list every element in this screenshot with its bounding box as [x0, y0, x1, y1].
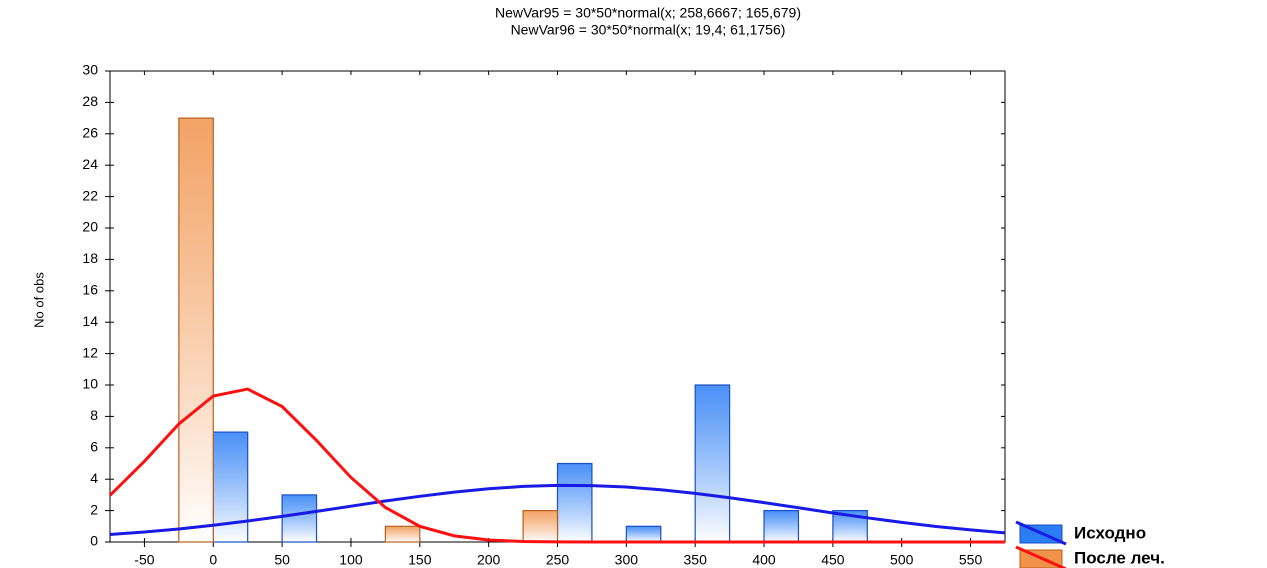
x-tick-label: 100 — [339, 552, 363, 568]
x-tick-label: 450 — [821, 552, 845, 568]
fit-curve — [108, 387, 1005, 544]
y-tick-label: 10 — [82, 376, 98, 392]
legend-line — [1015, 545, 1067, 568]
x-tick-label: 50 — [274, 552, 290, 568]
bar — [625, 525, 662, 543]
y-tick-label: 6 — [90, 439, 98, 455]
chart-title: NewVar95 = 30*50*normal(x; 258,6667; 165… — [495, 5, 801, 21]
y-tick-label: 24 — [82, 156, 98, 172]
bar — [281, 494, 318, 543]
x-tick-label: 200 — [477, 552, 501, 568]
y-tick-label: 0 — [90, 533, 98, 549]
x-tick-label: 500 — [890, 552, 914, 568]
x-tick-label: 400 — [752, 552, 776, 568]
y-tick-label: 16 — [82, 282, 98, 298]
y-tick-label: 14 — [82, 313, 98, 329]
bar — [178, 117, 214, 543]
legend-label: После леч. — [1074, 548, 1165, 567]
legend-label: Исходно — [1074, 523, 1146, 542]
bar — [384, 525, 421, 543]
y-tick-label: 22 — [82, 187, 98, 203]
y-tick-label: 12 — [82, 344, 98, 360]
bar — [556, 462, 593, 543]
y-tick-label: 8 — [90, 407, 98, 423]
x-tick-label: 350 — [684, 552, 708, 568]
y-tick-label: 2 — [90, 501, 98, 517]
fit-curve — [109, 483, 1006, 536]
x-tick-label: 300 — [615, 552, 639, 568]
chart-title: NewVar96 = 30*50*normal(x; 19,4; 61,1756… — [511, 22, 786, 38]
y-tick-label: 26 — [82, 125, 98, 141]
x-tick-label: 250 — [546, 552, 570, 568]
y-tick-label: 20 — [82, 219, 98, 235]
bar — [694, 384, 731, 543]
bar — [763, 510, 800, 543]
x-tick-label: 550 — [959, 552, 983, 568]
bar — [522, 510, 559, 543]
y-tick-label: 28 — [82, 93, 98, 109]
x-tick-label: 150 — [408, 552, 432, 568]
y-tick-label: 30 — [82, 62, 98, 78]
x-tick-label: 0 — [209, 552, 217, 568]
legend-line — [1015, 520, 1067, 546]
x-tick-label: -50 — [134, 552, 154, 568]
y-axis-label: No of obs — [31, 272, 46, 328]
y-tick-label: 18 — [82, 250, 98, 266]
y-tick-label: 4 — [90, 470, 98, 486]
